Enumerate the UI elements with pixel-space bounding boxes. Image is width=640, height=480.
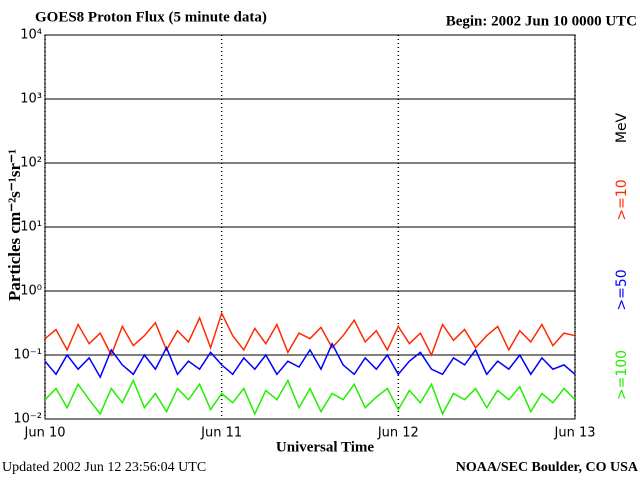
x-tick-label: Jun 11 [200,426,242,441]
x-tick-label: Jun 12 [377,426,419,441]
y-axis-label: Particles cm⁻²s⁻¹sr⁻¹ [5,149,24,301]
y-tick-label: 10³ [20,92,42,107]
chart-subtitle: Begin: 2002 Jun 10 0000 UTC [446,13,637,29]
legend-unit: MeV [614,112,630,143]
y-tick-label: 10⁻¹ [13,348,42,363]
legend-entry: >=10 [614,179,630,220]
x-tick-label: Jun 13 [554,426,596,441]
data-line [44,378,576,416]
legend-entry: >=100 [614,350,630,400]
data-line [44,341,576,379]
footer-left: Updated 2002 Jun 12 23:56:04 UTC [2,460,206,475]
x-axis-label: Universal Time [276,439,375,455]
y-tick-label: 10⁰ [20,284,42,299]
x-tick-label: Jun 10 [24,426,66,441]
footer-right: NOAA/SEC Boulder, CO USA [456,460,639,475]
y-tick-label: 10⁴ [20,28,42,43]
y-tick-label: 10² [20,156,42,171]
chart-title: GOES8 Proton Flux (5 minute data) [35,9,267,25]
y-tick-label: 10⁻² [13,412,42,427]
data-line [44,311,576,357]
y-tick-label: 10¹ [20,220,42,235]
legend-entry: >=50 [614,269,630,310]
